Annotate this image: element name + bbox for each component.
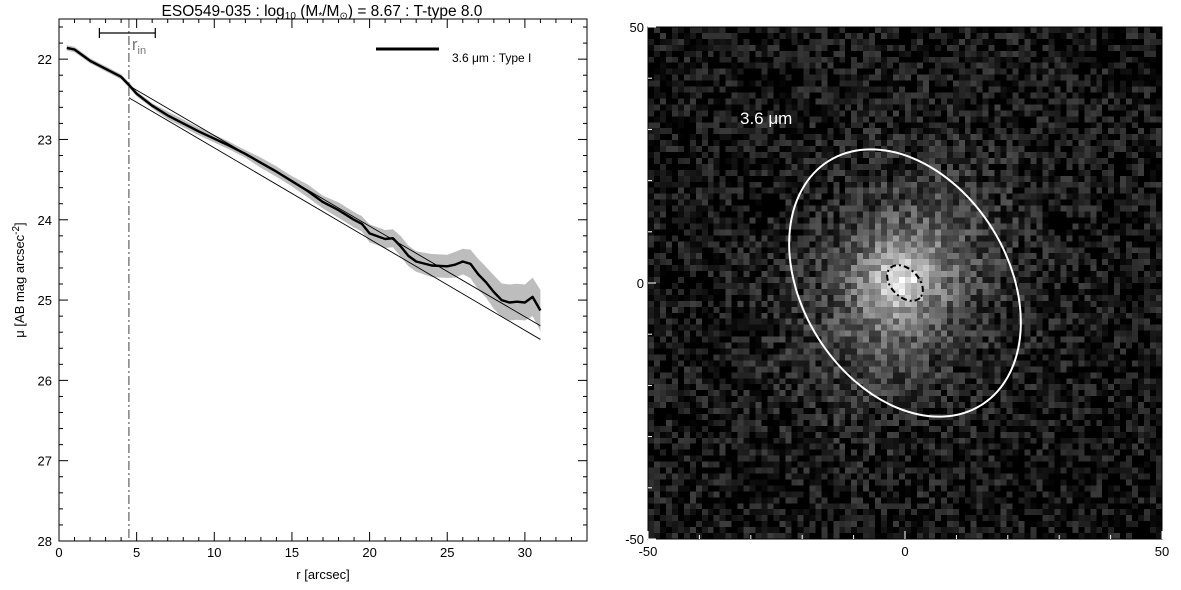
- isophote-ellipses: [788, 148, 1022, 418]
- profile-series: [66, 46, 542, 312]
- r-in-marker: rin: [98, 19, 156, 541]
- y-tick-label: 22: [38, 52, 52, 67]
- y-tick-label: 28: [38, 534, 52, 549]
- axis-ticks: 0 5 10 15 20 25 30 22 23 24 25 26 27 28: [38, 19, 588, 560]
- x-tick-label: 15: [285, 545, 299, 560]
- fit-line-2: [128, 97, 541, 340]
- image-x-tick-label: 0: [901, 544, 908, 559]
- galaxy-image-panel: 3.6 μm -50 0 50 -50 0 50: [625, 20, 1169, 559]
- legend-label: 3.6 μm : Type I: [452, 51, 531, 65]
- legend: 3.6 μm : Type I: [376, 47, 531, 65]
- x-tick-label: 10: [207, 545, 221, 560]
- profile-line: [66, 46, 542, 312]
- y-tick-label: 27: [38, 454, 52, 469]
- image-x-tick-label: 50: [1155, 544, 1169, 559]
- x-tick-label: 5: [133, 545, 140, 560]
- fit-line-1: [128, 85, 541, 327]
- outer-isophote-ellipse: [788, 148, 1022, 418]
- y-tick-label: 24: [38, 213, 52, 228]
- chart-title: ESO549-035 : log10 (M*/M⊙) = 8.67 : T-ty…: [162, 3, 483, 22]
- x-tick-label: 30: [518, 545, 532, 560]
- x-tick-label: 20: [362, 545, 376, 560]
- y-axis-label: μ [AB mag arcsec-2]: [11, 222, 27, 337]
- x-axis-label: r [arcsec]: [296, 567, 349, 582]
- y-tick-label: 26: [38, 373, 52, 388]
- y-tick-label: 25: [38, 293, 52, 308]
- r-in-label: rin: [132, 35, 146, 57]
- image-axis-ticks: -50 0 50 -50 0 50: [625, 20, 1169, 559]
- inner-isophote-ellipse: [886, 264, 924, 302]
- galaxy-image: [648, 27, 1162, 539]
- x-tick-label: 25: [440, 545, 454, 560]
- fit-lines: [128, 85, 541, 340]
- image-y-tick-label: 0: [637, 276, 644, 291]
- image-y-tick-label: -50: [625, 532, 644, 547]
- x-tick-label: 0: [55, 545, 62, 560]
- image-x-tick-label: -50: [639, 544, 658, 559]
- image-y-tick-label: 50: [630, 20, 644, 35]
- y-tick-label: 23: [38, 132, 52, 147]
- profile-chart: ESO549-035 : log10 (M*/M⊙) = 8.67 : T-ty…: [11, 3, 588, 582]
- band-label: 3.6 μm: [740, 109, 792, 128]
